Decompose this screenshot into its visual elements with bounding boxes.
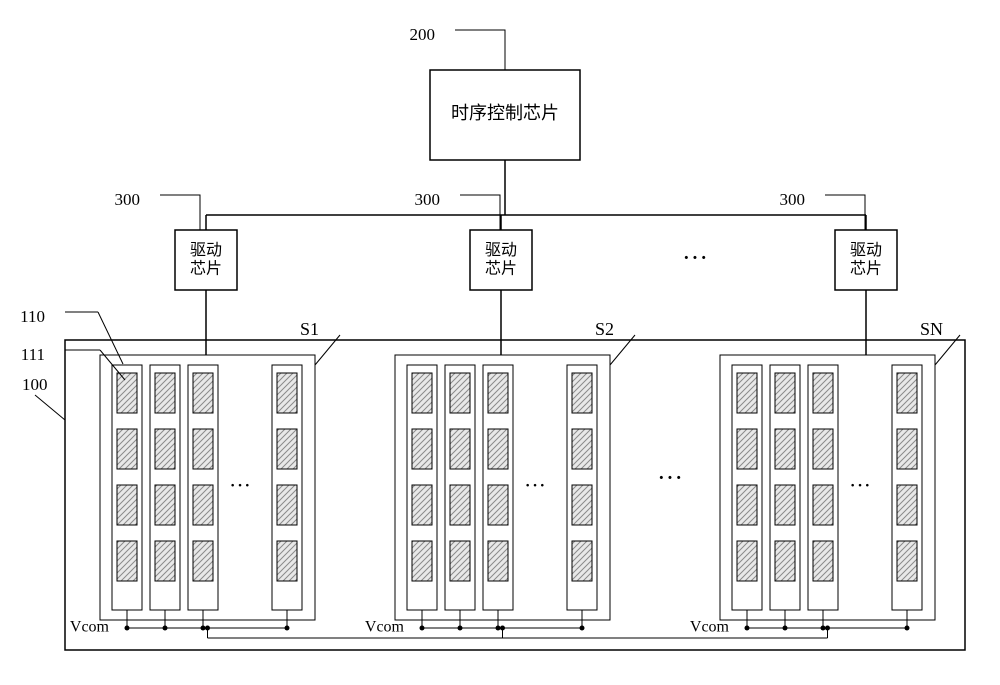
pixel-cell (775, 541, 795, 581)
pixel-cell (193, 541, 213, 581)
pixel-cell (737, 373, 757, 413)
diagram-canvas: 时序控制芯片驱动芯片 驱动芯片 驱动芯片 ··· ··· Vcom ··· Vcom ··· Vc… (0, 0, 1000, 685)
pixel-cell (897, 541, 917, 581)
pixel-cell (737, 541, 757, 581)
pixel-cell (488, 541, 508, 581)
pixel-cell (737, 429, 757, 469)
pixel-cell (412, 429, 432, 469)
driver-chip-label: 驱动芯片 (850, 241, 882, 277)
pixel-cell (277, 485, 297, 525)
pixel-cell (775, 485, 795, 525)
region-label: SN (920, 319, 943, 339)
pixel-cell (155, 541, 175, 581)
vcom-label: Vcom (70, 619, 110, 636)
pixel-cell (813, 373, 833, 413)
pixel-cell (412, 373, 432, 413)
pixel-cell (193, 373, 213, 413)
pixel-cell (277, 541, 297, 581)
pixel-cell (193, 485, 213, 525)
pixel-cell (155, 429, 175, 469)
region-label: S2 (595, 319, 614, 339)
pixel-cell (897, 485, 917, 525)
pixel-cell (412, 485, 432, 525)
pixel-cell (117, 373, 137, 413)
pixel-cell (450, 541, 470, 581)
pixel-cell (572, 373, 592, 413)
ellipsis: ··· (657, 463, 683, 492)
pixel-cell (572, 541, 592, 581)
ellipsis: ··· (524, 473, 546, 498)
driver-chip-label: 驱动芯片 (190, 241, 222, 277)
pixel-cell (117, 541, 137, 581)
region-label: S1 (300, 319, 319, 339)
vcom-label: Vcom (690, 619, 730, 636)
pixel-cell (117, 429, 137, 469)
vcom-label: Vcom (365, 619, 405, 636)
pixel-cell (488, 373, 508, 413)
pixel-cell (450, 373, 470, 413)
callout-label: 110 (20, 307, 45, 326)
pixel-cell (737, 485, 757, 525)
pixel-cell (813, 541, 833, 581)
pixel-cell (813, 485, 833, 525)
driver-chip-label: 驱动芯片 (485, 241, 517, 277)
callout-label: 200 (410, 25, 436, 44)
pixel-cell (775, 373, 795, 413)
ellipsis: ··· (849, 473, 871, 498)
pixel-cell (572, 429, 592, 469)
callout-label: 300 (415, 190, 441, 209)
pixel-cell (897, 373, 917, 413)
pixel-cell (488, 429, 508, 469)
pixel-cell (775, 429, 795, 469)
pixel-cell (277, 373, 297, 413)
pixel-cell (813, 429, 833, 469)
pixel-cell (412, 541, 432, 581)
pixel-cell (572, 485, 592, 525)
ellipsis: ··· (229, 473, 251, 498)
pixel-cell (897, 429, 917, 469)
callout-label: 300 (780, 190, 806, 209)
pixel-cell (117, 485, 137, 525)
callout-label: 100 (22, 375, 48, 394)
pixel-cell (450, 485, 470, 525)
timing-chip-label: 时序控制芯片 (451, 103, 559, 123)
pixel-cell (193, 429, 213, 469)
pixel-cell (155, 373, 175, 413)
ellipsis: ··· (682, 243, 708, 272)
pixel-cell (155, 485, 175, 525)
pixel-cell (277, 429, 297, 469)
pixel-cell (488, 485, 508, 525)
pixel-cell (450, 429, 470, 469)
callout-label: 111 (21, 345, 45, 364)
callout-label: 300 (115, 190, 141, 209)
